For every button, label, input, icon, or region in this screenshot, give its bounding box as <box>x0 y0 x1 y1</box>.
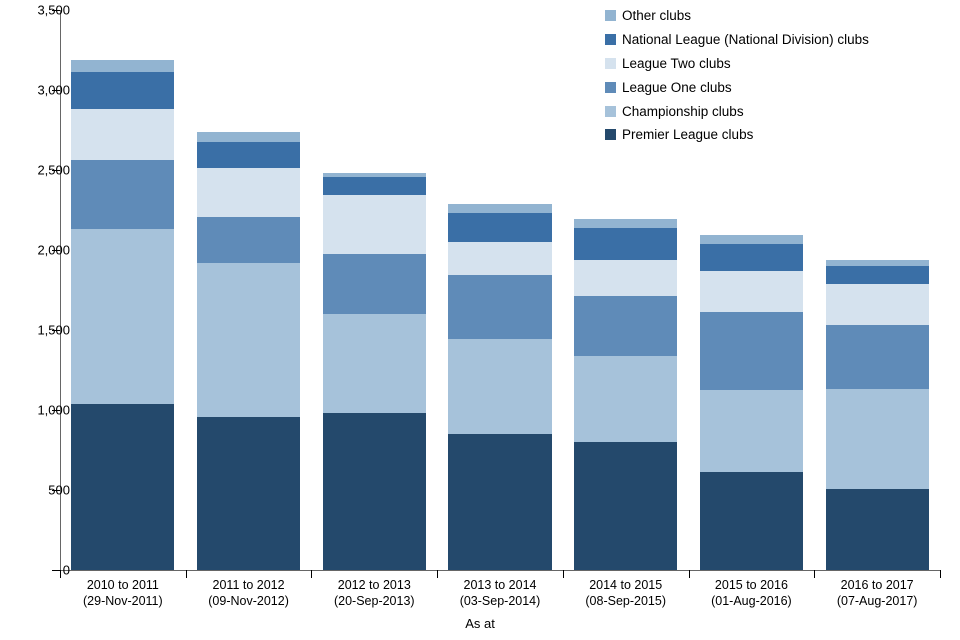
x-tick-label: 2010 to 2011(29-Nov-2011) <box>63 578 183 609</box>
bar-segment-other <box>197 132 300 142</box>
bar-segment-national <box>826 266 929 284</box>
legend-swatch <box>605 34 616 45</box>
bar-segment-championship <box>323 314 426 413</box>
y-tick-label: 0 <box>20 563 70 578</box>
legend-swatch <box>605 106 616 117</box>
legend-item-leagueOne: League One clubs <box>605 80 869 97</box>
bar-segment-other <box>448 204 551 213</box>
x-tick <box>563 570 564 578</box>
x-tick-label: 2011 to 2012(09-Nov-2012) <box>189 578 309 609</box>
bar-segment-other <box>323 173 426 177</box>
bar-segment-national <box>574 228 677 261</box>
x-tick-label: 2013 to 2014(03-Sep-2014) <box>440 578 560 609</box>
bar-segment-leagueTwo <box>323 195 426 254</box>
bar-segment-championship <box>448 339 551 434</box>
x-tick-label-line1: 2011 to 2012 <box>189 578 309 594</box>
bar-segment-leagueTwo <box>448 242 551 275</box>
x-tick <box>940 570 941 578</box>
bar-segment-national <box>323 177 426 195</box>
legend-swatch <box>605 58 616 69</box>
bar-segment-championship <box>71 229 174 403</box>
bar-segment-other <box>71 60 174 72</box>
bar-segment-national <box>448 213 551 242</box>
x-tick-label-line2: (09-Nov-2012) <box>189 594 309 610</box>
bar-segment-leagueOne <box>826 325 929 389</box>
legend: Other clubs National League (National Div… <box>605 8 869 151</box>
bar-segment-premier <box>197 417 300 570</box>
legend-label: Premier League clubs <box>622 127 753 144</box>
y-tick-label: 2,000 <box>20 243 70 258</box>
legend-item-premier: Premier League clubs <box>605 127 869 144</box>
bar-segment-championship <box>826 389 929 489</box>
x-tick <box>689 570 690 578</box>
bar-segment-other <box>700 235 803 244</box>
x-tick-label: 2015 to 2016(01-Aug-2016) <box>691 578 811 609</box>
bar-segment-leagueTwo <box>826 284 929 325</box>
legend-item-leagueTwo: League Two clubs <box>605 56 869 73</box>
bar-segment-leagueOne <box>197 217 300 263</box>
legend-label: Other clubs <box>622 8 691 25</box>
legend-swatch <box>605 82 616 93</box>
bar-segment-national <box>71 72 174 109</box>
legend-item-other: Other clubs <box>605 8 869 25</box>
bar-segment-leagueOne <box>323 254 426 314</box>
bar-segment-leagueTwo <box>71 109 174 160</box>
bar-segment-premier <box>574 442 677 570</box>
bar-segment-other <box>826 260 929 266</box>
legend-item-championship: Championship clubs <box>605 104 869 121</box>
bar-segment-other <box>574 219 677 228</box>
legend-label: League One clubs <box>622 80 732 97</box>
bar-segment-national <box>700 244 803 271</box>
legend-label: National League (National Division) club… <box>622 32 869 49</box>
y-tick-label: 3,000 <box>20 83 70 98</box>
x-tick-label-line2: (08-Sep-2015) <box>566 594 686 610</box>
x-tick-label-line2: (07-Aug-2017) <box>817 594 937 610</box>
x-tick-label-line1: 2016 to 2017 <box>817 578 937 594</box>
bar-segment-premier <box>448 434 551 570</box>
x-tick-label-line1: 2013 to 2014 <box>440 578 560 594</box>
y-tick-label: 1,500 <box>20 323 70 338</box>
bar-segment-national <box>197 142 300 168</box>
bar-segment-premier <box>700 472 803 570</box>
bar-segment-premier <box>826 489 929 570</box>
bar-segment-premier <box>71 404 174 570</box>
bar-segment-leagueOne <box>71 160 174 229</box>
legend-item-national: National League (National Division) club… <box>605 32 869 49</box>
x-tick-label-line2: (20-Sep-2013) <box>314 594 434 610</box>
bar-segment-premier <box>323 413 426 570</box>
x-tick-label-line2: (01-Aug-2016) <box>691 594 811 610</box>
bar-segment-leagueOne <box>700 312 803 390</box>
x-axis-title: As at <box>0 616 960 631</box>
y-tick-label: 2,500 <box>20 163 70 178</box>
bar-segment-leagueTwo <box>574 260 677 296</box>
x-tick <box>311 570 312 578</box>
x-tick-label: 2016 to 2017(07-Aug-2017) <box>817 578 937 609</box>
bar-segment-leagueOne <box>574 296 677 356</box>
x-tick-label: 2014 to 2015(08-Sep-2015) <box>566 578 686 609</box>
bar-segment-leagueTwo <box>197 168 300 217</box>
y-tick-label: 1,000 <box>20 403 70 418</box>
x-tick-label: 2012 to 2013(20-Sep-2013) <box>314 578 434 609</box>
bar-segment-leagueOne <box>448 275 551 339</box>
x-tick-label-line1: 2010 to 2011 <box>63 578 183 594</box>
x-tick-label-line2: (03-Sep-2014) <box>440 594 560 610</box>
legend-swatch <box>605 129 616 140</box>
y-tick-label: 3,500 <box>20 3 70 18</box>
legend-swatch <box>605 10 616 21</box>
bar-segment-championship <box>197 263 300 417</box>
x-tick-label-line1: 2014 to 2015 <box>566 578 686 594</box>
x-tick <box>186 570 187 578</box>
x-tick <box>437 570 438 578</box>
legend-label: League Two clubs <box>622 56 731 73</box>
x-tick-label-line1: 2015 to 2016 <box>691 578 811 594</box>
stacked-bar-chart: 0 500 1,000 1,500 2,000 2,500 3,000 3,500 2010 … <box>0 0 960 640</box>
x-tick <box>814 570 815 578</box>
bar-segment-championship <box>700 390 803 472</box>
x-tick-label-line1: 2012 to 2013 <box>314 578 434 594</box>
bar-segment-championship <box>574 356 677 442</box>
legend-label: Championship clubs <box>622 104 744 121</box>
bar-segment-leagueTwo <box>700 271 803 313</box>
x-tick-label-line2: (29-Nov-2011) <box>63 594 183 610</box>
y-tick-label: 500 <box>20 483 70 498</box>
